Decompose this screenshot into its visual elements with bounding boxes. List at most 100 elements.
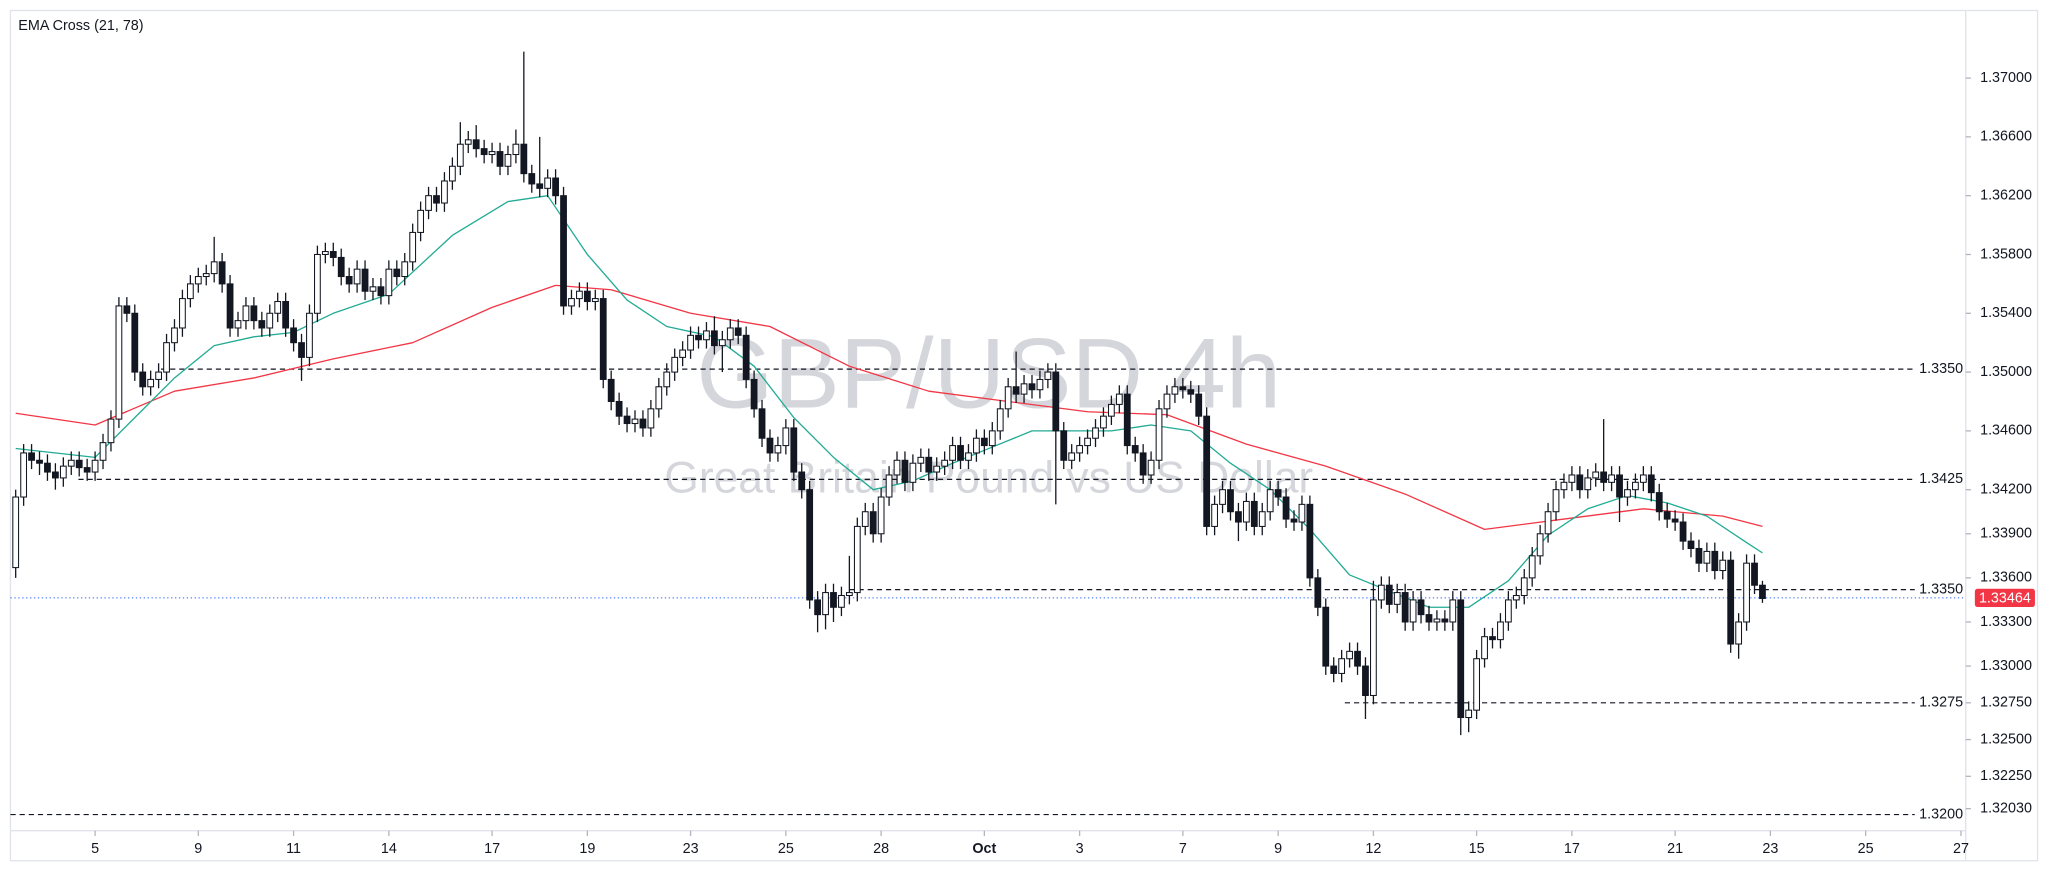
candle-body [965, 452, 972, 461]
candle-body [742, 334, 750, 380]
candle-body [1052, 371, 1060, 432]
candle-body [504, 154, 512, 167]
level-label: 1.3200 [1919, 806, 1963, 822]
level-label: 1.3275 [1919, 695, 1963, 711]
x-tick-label: 9 [1274, 841, 1282, 857]
candle-body [155, 371, 163, 380]
y-tick-label: 1.32750 [1980, 695, 2032, 711]
candle-body [123, 305, 131, 314]
candle-body [1743, 562, 1750, 623]
candle-body [1330, 665, 1338, 674]
candle-body [28, 452, 35, 461]
candle-body [782, 427, 790, 447]
candle-body [671, 356, 679, 373]
x-tick-label: 5 [91, 841, 99, 857]
candle-body [1004, 386, 1012, 410]
candle-body [1552, 489, 1560, 513]
candle-body [631, 418, 639, 425]
candle-body [1235, 511, 1242, 523]
candle-body [321, 251, 329, 256]
candle-body [750, 378, 758, 410]
candle-body [1465, 709, 1473, 719]
candle-body [258, 320, 266, 329]
candle-body [1632, 481, 1639, 491]
candle-body [1663, 511, 1671, 520]
candle-body [766, 437, 774, 454]
candle-body [361, 268, 369, 292]
candle-body [425, 195, 432, 211]
candle-body [107, 418, 115, 444]
candle-body [687, 334, 694, 351]
x-tick-label: 17 [1564, 841, 1580, 857]
y-tick-label: 1.35000 [1980, 364, 2032, 380]
candle-body [1139, 452, 1147, 476]
last-price-label: 1.33464 [1979, 590, 2031, 606]
candle-body [1242, 500, 1250, 523]
candle-body [615, 400, 623, 417]
candle-body [599, 298, 607, 380]
candle-body [464, 139, 472, 145]
candle-body [1219, 489, 1226, 505]
candle-body [1647, 474, 1655, 494]
candle-body [607, 378, 615, 403]
candle-body [1457, 599, 1465, 719]
candle-body [1639, 474, 1647, 483]
candle-body [1377, 584, 1385, 601]
watermark-title: GBP/USD 4h [696, 319, 1281, 430]
candle-body [996, 408, 1004, 432]
candle-body [1600, 471, 1608, 483]
candle-body [830, 592, 837, 608]
candle-body [917, 456, 925, 464]
level-label: 1.3350 [1919, 361, 1963, 377]
candle-body [337, 256, 345, 278]
candle-body [1489, 636, 1496, 641]
level-label: 1.3425 [1919, 471, 1963, 487]
candle-body [1354, 650, 1361, 667]
candle-body [1624, 489, 1631, 498]
candle-body [583, 290, 591, 303]
candle-body [1393, 592, 1401, 605]
y-tick-label: 1.36200 [1980, 187, 2032, 203]
x-tick-label: 19 [579, 841, 595, 857]
candle-body [1520, 577, 1528, 597]
candle-body [853, 525, 861, 594]
candle-body [980, 437, 988, 447]
candle-body [1290, 518, 1298, 523]
candle-body [663, 371, 671, 388]
candle-body [1060, 430, 1068, 461]
candle-body [1560, 481, 1568, 491]
candle-body [1735, 621, 1743, 645]
candle-body [1719, 559, 1727, 572]
candle-body [83, 467, 91, 473]
x-tick-label: 25 [1858, 841, 1874, 857]
candle-body [1274, 489, 1282, 498]
candle-body [576, 290, 583, 300]
candle-body [726, 327, 734, 341]
candle-body [20, 452, 28, 498]
candle-body [433, 195, 440, 204]
y-tick-label: 1.34600 [1980, 423, 2032, 439]
candle-body [798, 471, 806, 491]
candle-body [91, 459, 99, 473]
candle-body [250, 305, 258, 322]
candle-body [115, 305, 123, 420]
candle-body [1584, 477, 1592, 491]
candle-body [218, 261, 226, 285]
x-tick-label: 27 [1953, 841, 1969, 857]
candle-body [226, 283, 234, 329]
candle-body [1655, 492, 1663, 513]
candle-body [75, 459, 83, 469]
candle-body [1115, 393, 1123, 405]
candle-body [568, 298, 575, 307]
y-tick-label: 1.33900 [1980, 526, 2032, 542]
candle-body [893, 459, 901, 476]
candle-body [734, 327, 742, 336]
candle-body [814, 599, 822, 616]
candle-body [1385, 584, 1393, 605]
candle-body [988, 430, 996, 447]
candle-body [131, 312, 139, 373]
candle-body [1504, 599, 1512, 623]
candle-body [385, 268, 393, 297]
candle-body [1100, 415, 1107, 429]
x-tick-label: 28 [873, 841, 889, 857]
